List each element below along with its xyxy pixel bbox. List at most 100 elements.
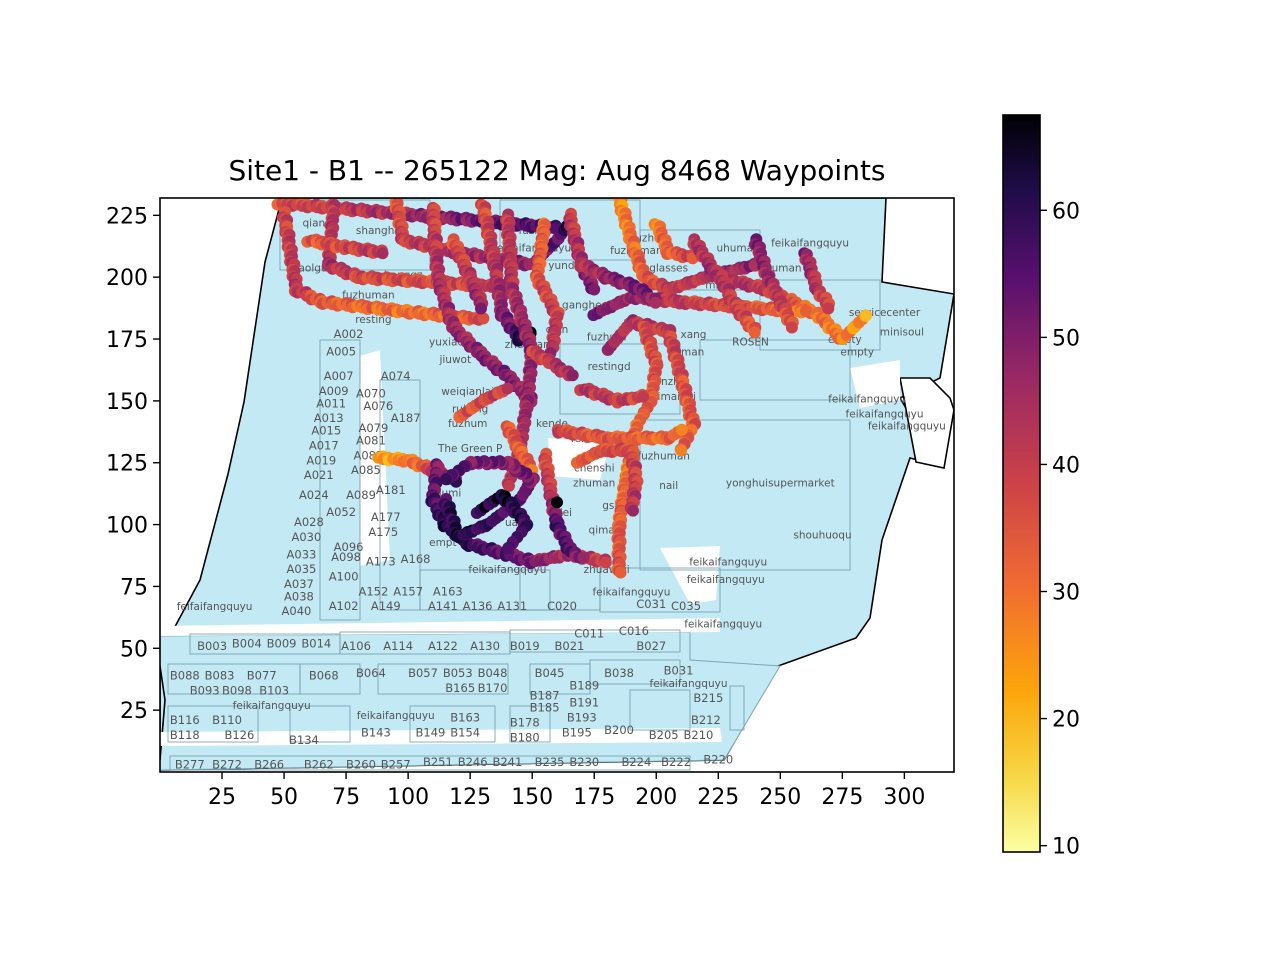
waypoint-path bbox=[648, 218, 699, 265]
chart-title: Site1 - B1 -- 265122 Mag: Aug 8468 Waypo… bbox=[228, 154, 885, 187]
unit-label: B014 bbox=[301, 636, 331, 650]
unit-label: A035 bbox=[287, 562, 317, 576]
unit-label: B110 bbox=[212, 713, 242, 727]
unit-label: B180 bbox=[510, 730, 540, 744]
store-label: The Green P bbox=[437, 443, 502, 455]
unit-label: A122 bbox=[428, 639, 458, 653]
unit-label: A021 bbox=[304, 468, 334, 482]
unit-label: A081 bbox=[356, 433, 386, 447]
waypoint-path bbox=[530, 217, 565, 359]
store-label: feikaifangquyu bbox=[687, 574, 765, 586]
dark-waypoint bbox=[551, 496, 563, 509]
unit-label: A168 bbox=[401, 552, 431, 566]
unit-label: A085 bbox=[351, 463, 381, 477]
unit-label: A015 bbox=[311, 424, 341, 438]
waypoints bbox=[271, 198, 872, 579]
waypoint bbox=[675, 444, 688, 457]
unit-label: B235 bbox=[535, 755, 565, 769]
unit-label: B098 bbox=[222, 683, 252, 697]
unit-label: C020 bbox=[547, 599, 577, 613]
x-axis: 25 50 75 100 125 150 175 200 225 250 275 300 bbox=[208, 772, 925, 810]
store-label: feikaifangquyu bbox=[357, 710, 435, 722]
unit-label: A163 bbox=[433, 584, 463, 598]
store-label: yonghuisupermarket bbox=[726, 478, 835, 490]
y-tick-label: 225 bbox=[106, 204, 148, 229]
store-label: minisoul bbox=[880, 327, 924, 339]
store-labels: shangheqianxiaolgutuhenggzfuzhumanrestin… bbox=[177, 218, 946, 722]
unit-label: C035 bbox=[671, 599, 701, 613]
unit-label: B048 bbox=[478, 666, 508, 680]
unit-label: B260 bbox=[346, 758, 376, 772]
unit-label: A052 bbox=[326, 505, 356, 519]
unit-label: B165 bbox=[445, 681, 475, 695]
store-label: fuzhum bbox=[448, 418, 487, 430]
unit-label: B126 bbox=[224, 728, 254, 742]
store-label: feikaifangquyu bbox=[650, 678, 728, 690]
waypoint bbox=[477, 312, 490, 325]
unit-label: A076 bbox=[363, 399, 393, 413]
x-tick-label: 125 bbox=[449, 785, 491, 810]
unit-label: B224 bbox=[621, 755, 651, 769]
unit-label: A002 bbox=[334, 327, 364, 341]
unit-label: B195 bbox=[562, 725, 592, 739]
colorbar bbox=[1002, 114, 1041, 853]
unit-label: A028 bbox=[294, 515, 324, 529]
waypoint-path bbox=[570, 442, 644, 517]
y-tick-label: 25 bbox=[120, 699, 148, 724]
unit-label: A187 bbox=[391, 411, 421, 425]
waypoint-path bbox=[438, 455, 540, 544]
unit-label: A040 bbox=[282, 604, 312, 618]
outline-right bbox=[899, 377, 954, 469]
unit-label: B149 bbox=[416, 725, 446, 739]
unit-label: B210 bbox=[684, 728, 714, 742]
store-label: zhuman bbox=[573, 478, 615, 490]
store-label: shouhuoqu bbox=[793, 529, 851, 541]
waypoint bbox=[503, 479, 515, 492]
waypoint-path bbox=[574, 260, 662, 309]
unit-label: C016 bbox=[619, 624, 649, 638]
unit-label: B230 bbox=[569, 755, 599, 769]
waypoint bbox=[859, 309, 872, 322]
store-label: ROSEN bbox=[732, 337, 769, 349]
y-tick-label: 150 bbox=[106, 390, 148, 415]
colorbar-ticks: 10 20 30 40 50 60 bbox=[1040, 199, 1080, 860]
store-label: feikaifangquyu bbox=[868, 421, 946, 433]
waypoint bbox=[637, 390, 649, 403]
store-label: restingd bbox=[588, 361, 631, 373]
unit-label: B220 bbox=[703, 753, 733, 767]
unit-label: B163 bbox=[450, 711, 480, 725]
unit-label: A130 bbox=[470, 639, 500, 653]
unit-label: C031 bbox=[636, 597, 666, 611]
unit-label: A152 bbox=[358, 584, 388, 598]
colorbar-tick-label: 30 bbox=[1052, 581, 1080, 606]
unit-label: B118 bbox=[170, 728, 200, 742]
unit-label: A009 bbox=[319, 384, 349, 398]
unit-label: A007 bbox=[324, 369, 354, 383]
waypoint bbox=[566, 369, 579, 382]
unit-label: B057 bbox=[408, 666, 438, 680]
unit-label: A096 bbox=[334, 540, 364, 554]
waypoint bbox=[577, 551, 590, 564]
store-label: feikaifangquyu bbox=[828, 393, 906, 405]
axes-frame bbox=[159, 197, 955, 773]
waypoint-path bbox=[574, 382, 649, 409]
waypoint bbox=[799, 305, 812, 317]
unit-label: B064 bbox=[356, 666, 386, 680]
unit-label: A114 bbox=[383, 639, 413, 653]
y-tick-label: 75 bbox=[120, 575, 148, 600]
store-label: empt bbox=[429, 537, 456, 549]
unit-label: B170 bbox=[478, 681, 508, 695]
unit-label: B027 bbox=[636, 639, 666, 653]
unit-label: A102 bbox=[329, 599, 359, 613]
unit-label: A177 bbox=[371, 510, 401, 524]
waypoint bbox=[440, 473, 453, 486]
unit-label: A136 bbox=[463, 599, 493, 613]
waypoint-path bbox=[301, 233, 389, 260]
unit-label: B143 bbox=[361, 725, 391, 739]
unit-label: A173 bbox=[366, 555, 396, 569]
x-tick-label: 225 bbox=[697, 785, 739, 810]
corridor-right bbox=[850, 360, 900, 408]
y-axis: 25 50 75 100 125 150 175 200 225 bbox=[106, 204, 160, 724]
store-label: feifaifangquyu bbox=[177, 601, 253, 613]
unit-label: B251 bbox=[423, 755, 453, 769]
